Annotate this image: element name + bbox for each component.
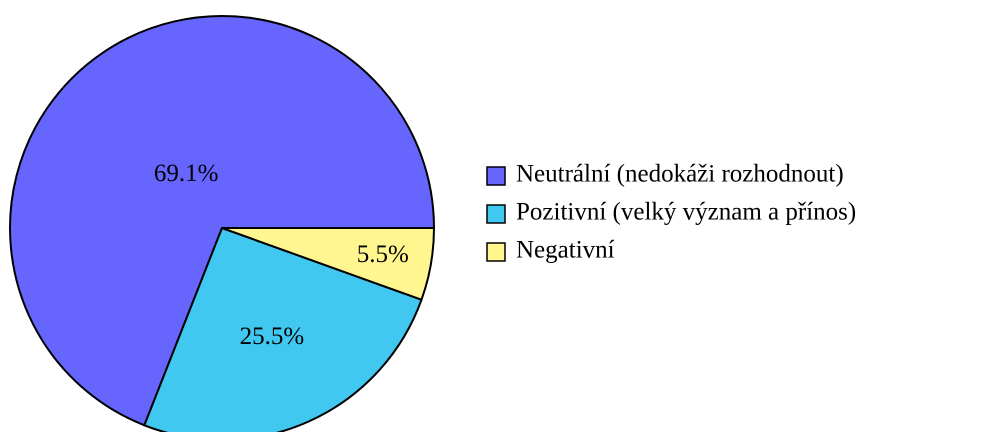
slice-label: 25.5% [240, 323, 305, 350]
legend-swatch [486, 242, 506, 262]
legend-label: Pozitivní (velký význam a přínos) [516, 199, 856, 226]
slice-label: 69.1% [154, 160, 219, 187]
legend-swatch [486, 166, 506, 186]
pie-slice [9, 15, 435, 427]
legend-label: Negativní [516, 237, 615, 264]
legend-swatch [486, 204, 506, 224]
pie-slice [221, 227, 435, 301]
legend-label: Neutrální (nedokáži rozhodnout) [516, 161, 844, 188]
slice-label: 5.5% [357, 241, 409, 268]
pie-slice [143, 227, 423, 432]
